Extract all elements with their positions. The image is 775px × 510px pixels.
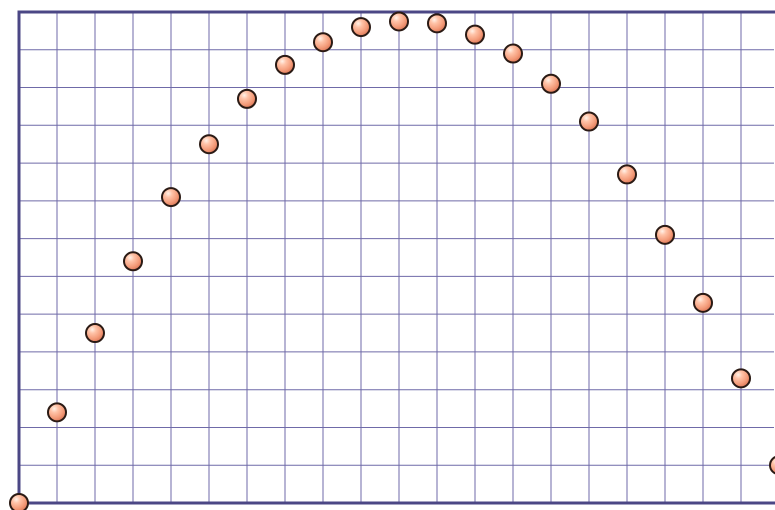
data-point bbox=[503, 43, 523, 64]
data-point bbox=[389, 11, 409, 32]
data-point bbox=[275, 54, 295, 75]
data-point bbox=[693, 292, 713, 313]
data-point bbox=[85, 323, 105, 344]
data-point bbox=[617, 164, 637, 185]
data-point bbox=[769, 456, 775, 475]
data-point bbox=[579, 111, 599, 132]
data-point bbox=[731, 368, 751, 389]
data-point bbox=[9, 493, 29, 510]
data-point bbox=[47, 402, 67, 423]
data-point bbox=[199, 134, 219, 155]
data-point bbox=[655, 224, 675, 245]
data-points bbox=[9, 11, 775, 510]
data-point bbox=[541, 73, 561, 94]
data-point bbox=[351, 17, 371, 38]
data-point bbox=[427, 13, 447, 34]
data-point bbox=[313, 32, 333, 53]
data-point bbox=[465, 24, 485, 45]
data-point bbox=[161, 187, 181, 208]
data-point bbox=[237, 88, 257, 109]
data-point bbox=[123, 251, 143, 272]
